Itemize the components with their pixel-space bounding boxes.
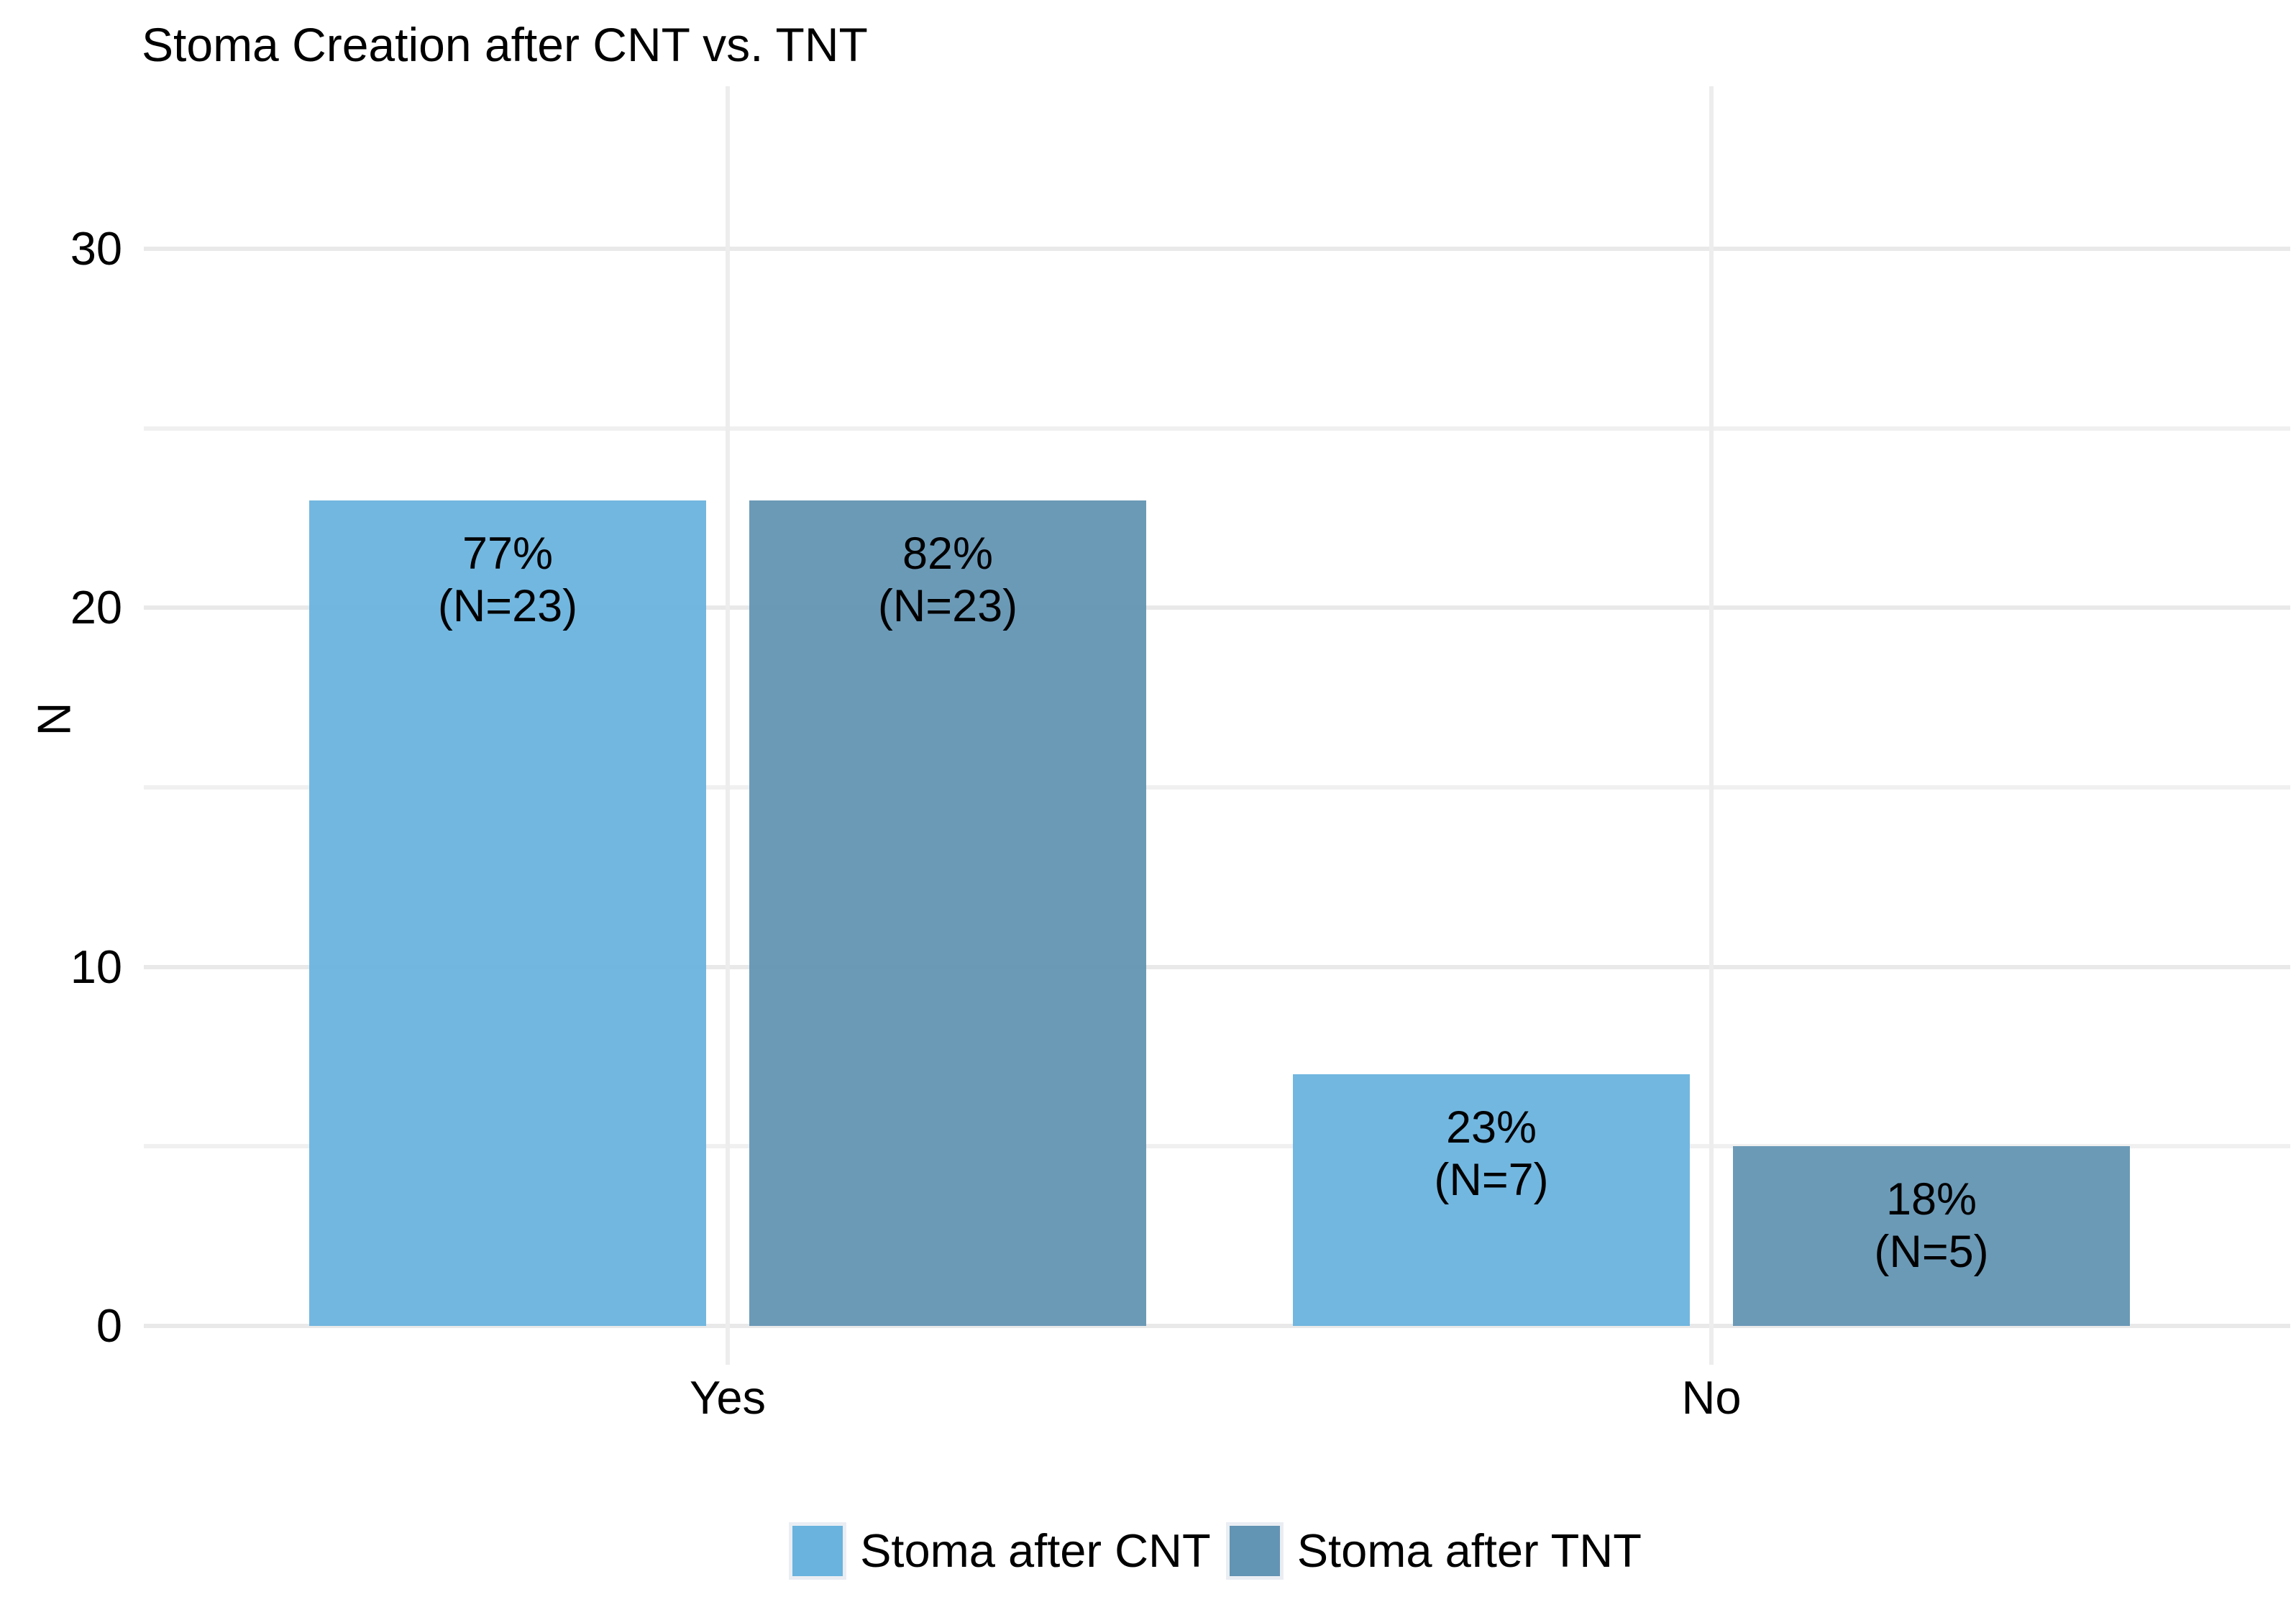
minor-gridline xyxy=(144,785,2290,790)
category-gridline xyxy=(1709,86,1714,1365)
bar-count-text: (N=5) xyxy=(1874,1227,1989,1278)
y-tick-label: 10 xyxy=(70,940,122,993)
bar-percent-text: 82% xyxy=(902,528,994,579)
legend-item-tnt: Stoma after TNT xyxy=(1229,1524,1642,1577)
y-tick-label: 20 xyxy=(70,581,122,634)
bar-no-tnt xyxy=(1733,1146,2130,1326)
bar-value-label: 23% (N=7) xyxy=(1304,1102,1678,1207)
x-tick-label-no: No xyxy=(1681,1371,1742,1424)
bar-percent-text: 77% xyxy=(462,528,554,579)
category-gridline xyxy=(726,86,730,1365)
y-tick-label: 0 xyxy=(96,1299,122,1352)
bar-value-label: 82% (N=23) xyxy=(761,528,1135,633)
major-gridline xyxy=(144,605,2290,610)
legend: Stoma after CNT Stoma after TNT xyxy=(144,1519,2290,1583)
legend-label: Stoma after TNT xyxy=(1296,1524,1642,1577)
y-tick-label: 30 xyxy=(70,222,122,275)
chart-title: Stoma Creation after CNT vs. TNT xyxy=(142,18,868,71)
major-gridline xyxy=(144,964,2290,969)
y-axis-title: N xyxy=(27,702,81,736)
bar-count-text: (N=23) xyxy=(437,580,578,631)
bar-yes-cnt xyxy=(309,500,706,1326)
legend-label: Stoma after CNT xyxy=(860,1524,1211,1577)
bar-percent-text: 18% xyxy=(1885,1174,1977,1225)
legend-swatch-icon xyxy=(792,1526,843,1576)
bar-count-text: (N=7) xyxy=(1434,1155,1549,1206)
legend-item-cnt: Stoma after CNT xyxy=(792,1525,1211,1577)
major-gridline xyxy=(144,1324,2290,1328)
major-gridline xyxy=(144,247,2290,252)
bar-percent-text: 23% xyxy=(1445,1102,1537,1153)
bar-count-text: (N=23) xyxy=(877,580,1018,631)
minor-gridline xyxy=(144,1144,2290,1149)
legend-swatch-icon xyxy=(1229,1526,1280,1576)
bar-value-label: 77% (N=23) xyxy=(321,528,695,633)
x-tick-label-yes: Yes xyxy=(689,1371,767,1424)
bar-no-cnt xyxy=(1293,1074,1690,1326)
bar-yes-tnt xyxy=(749,500,1146,1326)
minor-gridline xyxy=(144,426,2290,431)
bar-value-label: 18% (N=5) xyxy=(1744,1173,2118,1278)
